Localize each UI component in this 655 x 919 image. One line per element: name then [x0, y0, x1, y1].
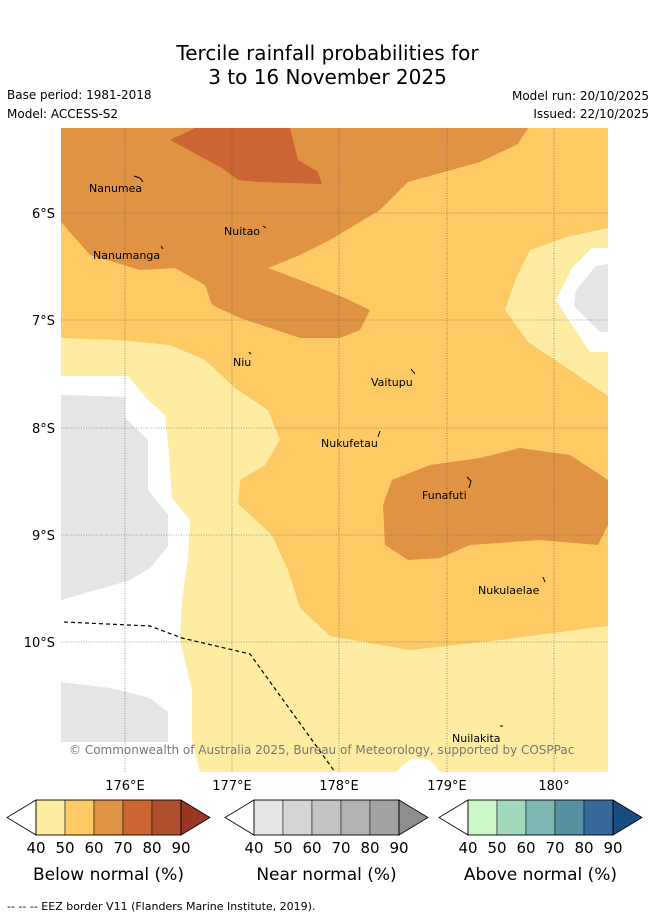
near-colorbar-tick: 90 [389, 839, 408, 857]
above-colorbar-under-triangle [438, 799, 469, 836]
map-title-line-1: Tercile rainfall probabilities for [176, 41, 479, 65]
below-colorbar-tick: 90 [171, 839, 190, 857]
near-colorbar-segment [253, 799, 284, 836]
above-colorbar-tick: 90 [603, 839, 622, 857]
map-credit: © Commonwealth of Australia 2025, Bureau… [69, 743, 574, 757]
above-colorbar-outline [467, 799, 614, 836]
below-colorbar-over-triangle [180, 799, 211, 836]
lat-label-8s: 8°S [32, 422, 55, 437]
no-dominant-region-west [61, 376, 200, 772]
below-colorbar-tick: 80 [142, 839, 161, 857]
near-colorbar-title: Near normal (%) [256, 865, 396, 885]
below-colorbar-tick: 60 [84, 839, 103, 857]
near-colorbar-tick: 80 [360, 839, 379, 857]
map-title-line-2: 3 to 16 November 2025 [208, 65, 447, 89]
place-niu: Niu [233, 356, 251, 369]
no-dominant-patch-south [395, 758, 440, 772]
below-colorbar-under-triangle [6, 799, 37, 836]
above-colorbar-segment [525, 799, 556, 836]
below-colorbar-outline [35, 799, 182, 836]
base-period: Base period: 1981-2018 [7, 88, 152, 102]
lat-label-6s: 6°S [32, 207, 55, 222]
near-normal-region-west [61, 395, 168, 600]
near-colorbar-tick: 50 [273, 839, 292, 857]
below-colorbar-tick: 50 [55, 839, 74, 857]
near-colorbar-segment [311, 799, 342, 836]
above-colorbar-tick: 80 [574, 839, 593, 857]
below-60-70-region-south [383, 448, 608, 560]
above-colorbar-over-triangle [612, 799, 643, 836]
above-colorbar-title: Above normal (%) [464, 865, 617, 885]
below-colorbar-tick: 40 [26, 839, 45, 857]
place-nukufetau: Nukufetau [321, 437, 378, 450]
lon-label-180: 180° [538, 779, 569, 794]
near-colorbar-outline [253, 799, 400, 836]
below-normal-colorbar: 40 50 60 70 80 90 Below normal (%) [6, 799, 211, 885]
model-run: Model run: 20/10/2025 [511, 89, 649, 103]
place-vaitupu: Vaitupu [371, 376, 413, 389]
eez-footnote: -- -- -- EEZ border V11 (Flanders Marine… [7, 900, 316, 913]
near-normal-colorbar: 40 50 60 70 80 90 Near normal (%) [224, 799, 429, 885]
near-colorbar-over-triangle [398, 799, 429, 836]
above-colorbar-segment [554, 799, 585, 836]
near-normal-region-southwest [61, 682, 168, 742]
above-colorbar-tick: 60 [516, 839, 535, 857]
below-70-80-region [170, 128, 322, 184]
lon-label-177e: 177°E [212, 779, 252, 794]
near-colorbar-tick: 60 [302, 839, 321, 857]
near-colorbar-tick: 40 [244, 839, 263, 857]
above-normal-colorbar: 40 50 60 70 80 90 Above normal (%) [438, 799, 643, 885]
place-funafuti: Funafuti [422, 489, 467, 502]
below-colorbar-tick: 70 [113, 839, 132, 857]
near-colorbar-segment [369, 799, 400, 836]
model-name: Model: ACCESS-S2 [7, 107, 119, 121]
map-area: Nanumea Nuitao Nanumanga Niu Vaitupu Nuk… [61, 128, 608, 772]
below-colorbar-segment [35, 799, 66, 836]
lon-label-179e: 179°E [427, 779, 467, 794]
near-colorbar-under-triangle [224, 799, 255, 836]
lon-label-178e: 178°E [319, 779, 359, 794]
above-colorbar-tick: 50 [487, 839, 506, 857]
lat-label-9s: 9°S [32, 529, 55, 544]
near-colorbar-tick: 70 [331, 839, 350, 857]
place-nanumea: Nanumea [89, 182, 142, 195]
below-colorbar-segment [122, 799, 153, 836]
below-colorbar-segment [151, 799, 182, 836]
below-colorbar-segment [64, 799, 95, 836]
above-colorbar-segment [583, 799, 614, 836]
near-normal-region-east [574, 264, 608, 332]
place-nuilakita: Nuilakita [452, 732, 501, 745]
above-colorbar-segment [496, 799, 527, 836]
lon-label-176e: 176°E [105, 779, 145, 794]
longitude-axis: 176°E 177°E 178°E 179°E 180° [105, 779, 569, 794]
legend-colorbars: 40 50 60 70 80 90 Below normal (%) 40 50 60 70 80 90… [6, 799, 643, 885]
place-nukulaelae: Nukulaelae [478, 584, 540, 597]
below-colorbar-title: Below normal (%) [33, 865, 184, 885]
above-colorbar-tick: 70 [545, 839, 564, 857]
below-60-70-region-north [61, 128, 528, 338]
lat-label-7s: 7°S [32, 314, 55, 329]
lat-label-10s: 10°S [24, 636, 55, 651]
above-colorbar-segment [467, 799, 498, 836]
below-colorbar-segment [93, 799, 124, 836]
eez-border-line [63, 621, 336, 772]
place-nanumanga: Nanumanga [93, 249, 160, 262]
latitude-axis: 6°S 7°S 8°S 9°S 10°S [24, 207, 55, 651]
near-colorbar-segment [282, 799, 313, 836]
island-outlines [133, 175, 546, 727]
above-colorbar-tick: 40 [458, 839, 477, 857]
place-nuitao: Nuitao [224, 225, 260, 238]
map-gridlines [61, 128, 608, 772]
near-colorbar-segment [340, 799, 371, 836]
issued-date: Issued: 22/10/2025 [533, 107, 649, 121]
